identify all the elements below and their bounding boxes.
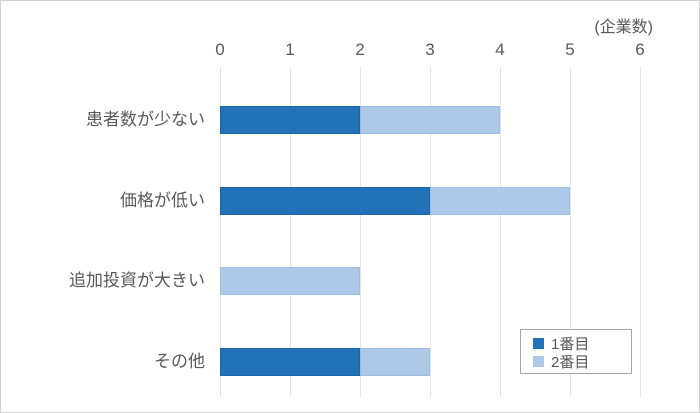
legend-swatch-icon-series-1 [533,337,544,349]
x-tick-0: 0 [215,40,225,59]
bar-segment-1-series-2 [430,187,570,215]
gridline-5 [570,67,571,397]
legend-entry-series-1: 1番目 [533,334,631,353]
bar-row-3: その他 [1,348,699,376]
gridline-6 [640,67,641,397]
plot-area: 患者数が少ない 価格が低い 追加投資が大きい その他 [1,67,699,397]
x-tick-6: 6 [635,40,645,59]
bar-segment-3-series-1 [220,348,360,376]
gridline-3 [430,67,431,397]
bar-segment-0-series-2 [360,106,500,134]
legend-entry-series-2: 2番目 [533,352,631,371]
x-axis-tick-labels: 0 1 2 3 4 5 6 [1,39,699,61]
bar-segment-0-series-1 [220,106,360,134]
category-label-3: その他 [154,352,205,371]
x-tick-2: 2 [355,40,365,59]
axis-unit-note: (企業数) [594,19,653,36]
gridline-2 [360,67,361,397]
legend-swatch-icon-series-2 [533,355,544,367]
x-tick-3: 3 [425,40,435,59]
category-label-2: 追加投資が大きい [69,271,205,290]
bar-row-0: 患者数が少ない [1,106,699,134]
legend-label-series-1: 1番目 [551,335,590,353]
x-tick-4: 4 [495,40,505,59]
bar-segment-3-series-2 [360,348,430,376]
legend-label-series-2: 2番目 [551,353,590,371]
bar-segment-1-series-1 [220,187,430,215]
bar-segment-2-series-2 [220,267,360,295]
gridline-0 [220,67,221,397]
bar-row-2: 追加投資が大きい [1,267,699,295]
category-label-1: 価格が低い [120,191,205,210]
category-label-0: 患者数が少ない [86,110,205,129]
bar-row-1: 価格が低い [1,187,699,215]
gridline-4 [500,67,501,397]
x-tick-5: 5 [565,40,575,59]
gridline-1 [290,67,291,397]
chart-legend: 1番目 2番目 [520,329,632,374]
x-tick-1: 1 [285,40,295,59]
